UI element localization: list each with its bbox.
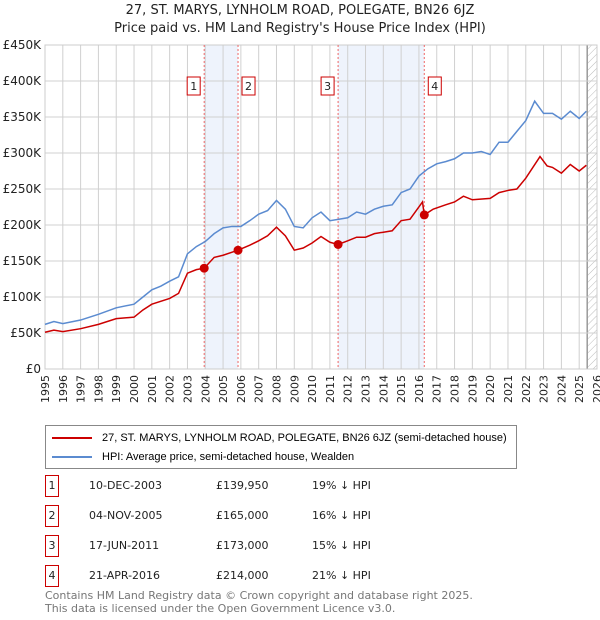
x-tick-label: 1996 [57,375,70,403]
legend-label-hpi: HPI: Average price, semi-detached house,… [102,451,355,463]
sale-point [333,239,343,249]
footer-line2: This data is licensed under the Open Gov… [45,602,396,615]
x-tick-label: 2002 [164,375,177,403]
y-tick-label: £400K [3,74,43,88]
sale-number: 2 [45,505,59,527]
sale-point [199,263,209,273]
shaded-period [204,45,239,369]
x-tick-label: 2008 [270,375,283,403]
legend: 27, ST. MARYS, LYNHOLM ROAD, POLEGATE, B… [45,425,517,469]
x-tick-label: 2023 [538,375,551,403]
y-tick-label: £50K [10,326,42,340]
sale-date: 21-APR-2016 [89,569,161,582]
x-tick-label: 2001 [146,375,159,403]
y-tick-label: £350K [3,110,43,124]
x-tick-label: 2017 [431,375,444,403]
legend-label-property: 27, ST. MARYS, LYNHOLM ROAD, POLEGATE, B… [102,432,507,444]
future-hatch [587,45,597,369]
y-tick-label: £250K [3,182,43,196]
chart-title: 27, ST. MARYS, LYNHOLM ROAD, POLEGATE, B… [125,3,475,18]
x-tick-label: 2024 [555,375,568,403]
sale-number-label: 3 [324,80,331,93]
footer-line1: Contains HM Land Registry data © Crown c… [45,589,473,602]
sale-number-box [427,76,442,96]
sale-row: 4 21-APR-2016 £214,000 21% ↓ HPI [45,565,445,587]
plot-area: 1995 1996 1997 1998 1999 2000 2001 2002 2003 2004… [3,38,600,403]
x-tick-label: 2004 [199,375,212,403]
sale-number: 1 [45,475,59,497]
sale-date: 04-NOV-2005 [89,509,163,522]
sale-hpi-diff: 16% ↓ HPI [312,509,371,522]
legend-red-line [52,437,92,439]
y-tick-label: £300K [3,146,43,160]
x-tick-label: 2010 [306,375,319,403]
x-tick-label: 2009 [288,375,301,403]
sale-price: £165,000 [216,509,269,522]
x-tick-label: 1997 [75,375,88,403]
sale-date: 17-JUN-2011 [89,539,160,552]
x-tick-label: 2007 [253,375,266,403]
sale-hpi-diff: 21% ↓ HPI [312,569,371,582]
sale-date: 10-DEC-2003 [89,479,163,492]
y-tick-label: £100K [3,290,43,304]
x-tick-label: 2019 [466,375,479,403]
sale-number-box [186,76,201,96]
sale-number-label: 4 [431,80,438,93]
y-tick-label: £0 [26,362,41,376]
sale-row: 3 17-JUN-2011 £173,000 15% ↓ HPI [45,535,445,557]
sale-number-label: 1 [190,80,197,93]
x-tick-label: 2005 [217,375,230,403]
sale-number-label: 2 [245,80,252,93]
x-tick-label: 2015 [395,375,408,403]
sale-number: 4 [45,565,59,587]
x-tick-label: 2006 [235,375,248,403]
x-tick-label: 2013 [360,375,373,403]
y-tick-label: £150K [3,254,43,268]
sale-row: 1 10-DEC-2003 £139,950 19% ↓ HPI [45,475,445,497]
x-tick-label: 2020 [484,375,497,403]
hpi-line [44,99,587,326]
x-tick-label: 2011 [324,375,337,403]
x-tick-label: 2018 [449,375,462,403]
x-tick-label: 2003 [181,375,194,403]
y-tick-label: £450K [3,38,43,52]
x-tick-label: 2014 [377,375,390,403]
x-tick-label: 2025 [573,375,586,403]
chart-subtitle: Price paid vs. HM Land Registry's House … [114,21,486,36]
sale-price: £139,950 [216,479,269,492]
x-tick-label: 2026 [591,375,600,403]
x-tick-label: 2021 [502,375,515,403]
sale-hpi-diff: 15% ↓ HPI [312,539,371,552]
sale-price: £173,000 [216,539,269,552]
x-tick-label: 1995 [39,375,52,403]
y-tick-label: £200K [3,218,43,232]
x-tick-label: 1999 [110,375,123,403]
legend-blue-line [52,456,92,458]
sale-price: £214,000 [216,569,269,582]
x-tick-label: 2012 [342,375,355,403]
x-tick-label: 1998 [92,375,105,403]
sale-point [233,245,243,255]
x-tick-label: 2022 [520,375,533,403]
x-tick-label: 2000 [128,375,141,403]
sale-hpi-diff: 19% ↓ HPI [312,479,371,492]
sale-number-box [320,76,335,96]
footer: Contains HM Land Registry data © Crown c… [45,589,473,615]
plot-border [44,44,598,370]
sale-number-box [241,76,256,96]
sale-number: 3 [45,535,59,557]
sale-row: 2 04-NOV-2005 £165,000 16% ↓ HPI [45,505,445,527]
sale-point [419,210,429,220]
x-tick-label: 2016 [413,375,426,403]
